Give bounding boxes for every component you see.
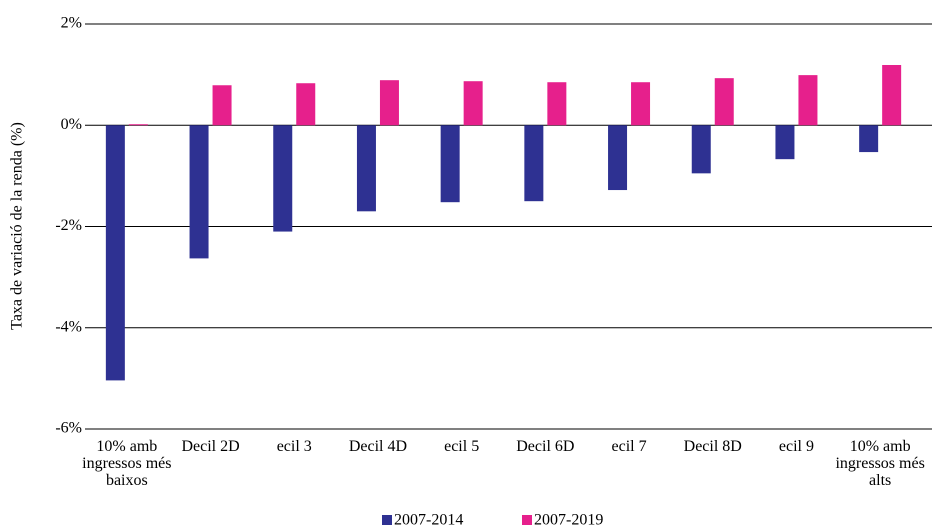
bar bbox=[798, 75, 818, 126]
x-tick-label: ecil 7 bbox=[611, 438, 647, 455]
y-tick-label: 2% bbox=[61, 15, 82, 32]
bar bbox=[379, 80, 399, 126]
x-tick-label: Decil 2D bbox=[181, 438, 240, 455]
legend-swatch bbox=[382, 515, 392, 525]
bar bbox=[547, 82, 567, 126]
legend-label: 2007-2019 bbox=[534, 512, 603, 529]
x-tick-label: Decil 6D bbox=[516, 438, 575, 455]
y-tick-label: -4% bbox=[55, 318, 82, 335]
bar bbox=[189, 125, 209, 259]
bar bbox=[714, 78, 734, 126]
x-tick-label: Decil 8D bbox=[683, 438, 742, 455]
bar bbox=[775, 125, 795, 160]
bar bbox=[273, 125, 293, 232]
legend-label: 2007-2014 bbox=[394, 512, 463, 529]
y-axis-label: Taxa de variació de la renda (%) bbox=[9, 122, 26, 330]
legend-swatch bbox=[522, 515, 532, 525]
x-tick-label: ecil 3 bbox=[276, 438, 312, 455]
y-tick-label: 0% bbox=[61, 116, 82, 133]
bar bbox=[882, 65, 902, 126]
bar bbox=[296, 83, 316, 126]
bar bbox=[859, 125, 879, 153]
x-tick-label: 10% amb ingressos més alts bbox=[835, 438, 925, 489]
bar bbox=[212, 85, 232, 126]
x-tick-label: ecil 9 bbox=[778, 438, 814, 455]
bar bbox=[608, 125, 628, 191]
y-tick-label: -2% bbox=[55, 217, 82, 234]
bar bbox=[356, 125, 376, 212]
y-tick-label: -6% bbox=[55, 420, 82, 437]
bar bbox=[128, 124, 148, 126]
x-tick-label: 10% amb ingressos més baixos bbox=[82, 438, 172, 489]
bar bbox=[440, 125, 460, 203]
x-tick-label: Decil 4D bbox=[348, 438, 408, 455]
bar bbox=[524, 125, 544, 202]
bar bbox=[105, 125, 125, 381]
bar bbox=[463, 81, 483, 126]
x-tick-label: ecil 5 bbox=[444, 438, 480, 455]
bar bbox=[691, 125, 711, 174]
bar bbox=[631, 82, 651, 126]
